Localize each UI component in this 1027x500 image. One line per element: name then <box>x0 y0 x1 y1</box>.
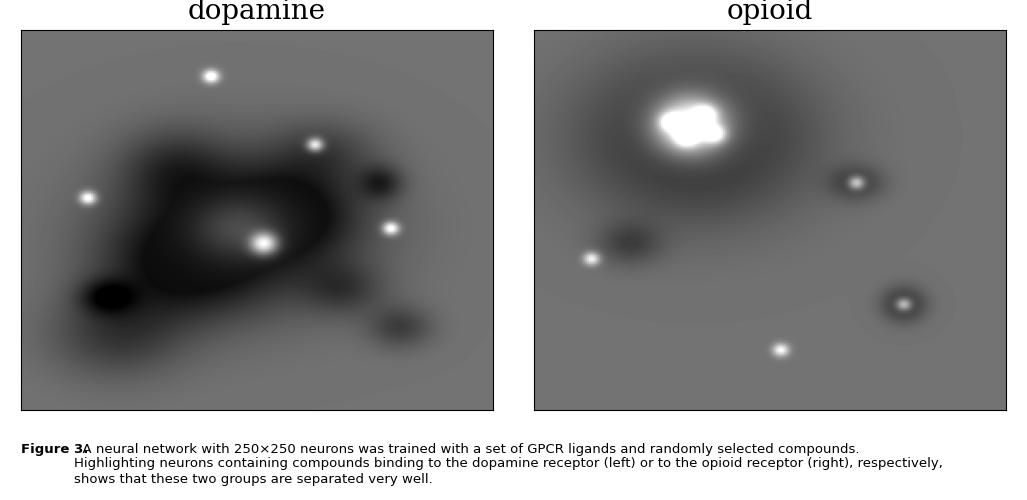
Title: opioid: opioid <box>727 0 813 25</box>
Title: dopamine: dopamine <box>188 0 326 25</box>
Text: A neural network with 250×250 neurons was trained with a set of GPCR ligands and: A neural network with 250×250 neurons wa… <box>74 442 943 486</box>
Text: Figure 3.: Figure 3. <box>21 442 88 456</box>
